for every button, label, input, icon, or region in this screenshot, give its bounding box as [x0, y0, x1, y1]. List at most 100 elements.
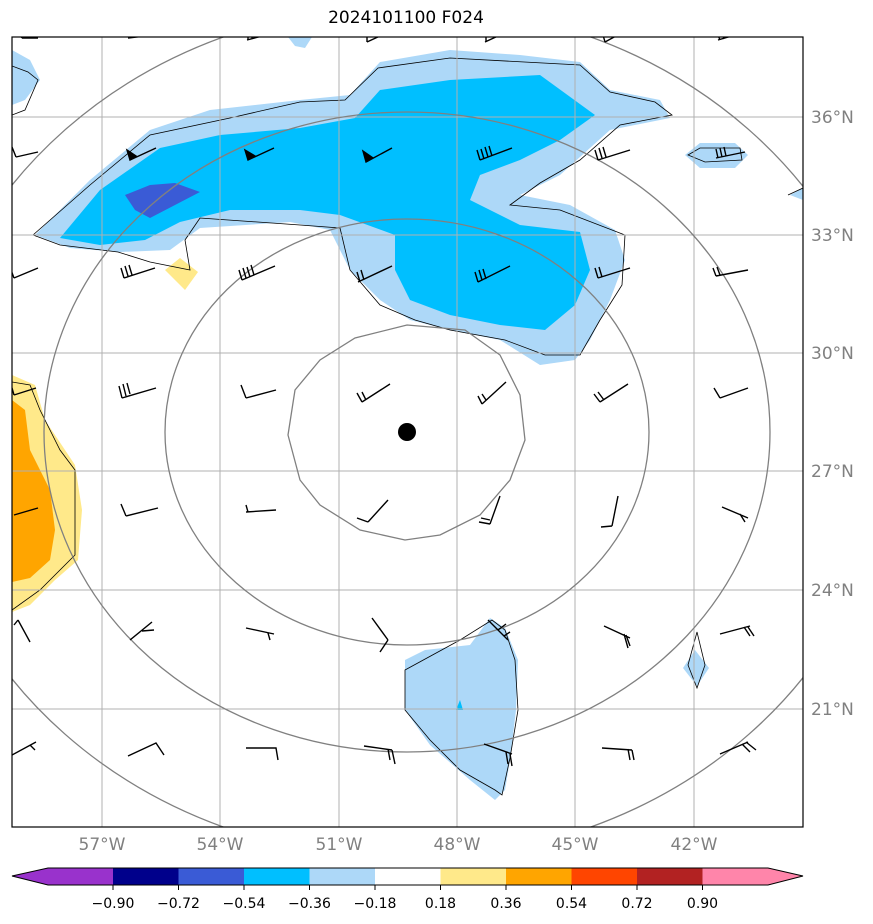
- lat-label-30: 30°N: [811, 344, 854, 364]
- wind-barb: [478, 495, 501, 525]
- lat-label-33: 33°N: [811, 226, 854, 246]
- map-title: 2024101100 F024: [328, 8, 484, 28]
- colorbar-tick-label: −0.72: [157, 896, 200, 912]
- wind-barb: [356, 383, 391, 403]
- wind-barb: [127, 742, 165, 757]
- contour-dark-blue: [125, 183, 200, 218]
- colorbar-segment: [506, 868, 572, 885]
- colorbar-segment: [178, 868, 244, 885]
- wind-barb: [594, 266, 631, 279]
- wind-barb: [600, 495, 619, 528]
- contour-orange-left: [12, 400, 55, 582]
- colorbar-tick-label: −0.54: [223, 896, 266, 912]
- wind-barb: [356, 265, 393, 283]
- range-ring-3: [43, 111, 771, 753]
- colorbar-tick-label: 0.90: [687, 896, 718, 912]
- colorbar-segment: [571, 868, 637, 885]
- lat-label-27: 27°N: [811, 462, 854, 482]
- lon-label-45: 45°W: [552, 835, 599, 855]
- range-ring-2: [164, 218, 650, 646]
- wind-barb: [356, 499, 389, 523]
- graticule: [12, 37, 803, 827]
- wind-barb: [593, 383, 629, 403]
- contour-light-blue-top: [288, 37, 312, 48]
- wind-barb: [118, 382, 157, 399]
- lon-label-42: 42°W: [671, 835, 718, 855]
- wind-barb: [13, 507, 39, 516]
- wind-barb: [363, 745, 396, 765]
- wind-barb: [12, 146, 39, 158]
- colorbar-tick-label: −0.36: [288, 896, 331, 912]
- colorbar-segment: [440, 868, 506, 885]
- wind-barb: [127, 37, 143, 39]
- wind-barb: [483, 743, 513, 767]
- wind-barb: [719, 625, 755, 637]
- contour-light-blue-right: [685, 143, 748, 168]
- wind-barb: [474, 265, 511, 283]
- colorbar-tick-label: 0.18: [425, 896, 456, 912]
- lon-label-51: 51°W: [316, 835, 363, 855]
- lon-label-48: 48°W: [434, 835, 481, 855]
- wind-barb: [366, 37, 380, 43]
- wind-barb: [715, 146, 746, 159]
- wind-barb: [361, 147, 393, 164]
- wind-barb: [238, 264, 276, 281]
- contour-yellow-small: [165, 258, 198, 290]
- wind-barb: [594, 146, 631, 161]
- contour-light-blue-edge: [790, 188, 803, 200]
- map-frame: [11, 36, 804, 828]
- wind-barb: [487, 619, 511, 641]
- contour-fills: [12, 37, 803, 800]
- colorbar: −0.90 −0.72 −0.54 −0.36 −0.18 0.18 0.36 …: [11, 867, 804, 912]
- colorbar-tick-label: 0.54: [556, 896, 587, 912]
- colorbar-tick-label: 0.72: [621, 896, 652, 912]
- wind-barb: [129, 621, 155, 641]
- colorbar-extend-low: [12, 868, 113, 885]
- wind-barb: [243, 147, 275, 162]
- wind-barb: [477, 381, 507, 405]
- contour-blue-south-dot: [456, 700, 463, 710]
- contour-light-blue-topleft: [12, 50, 40, 105]
- contour-blue-north: [60, 75, 595, 330]
- wind-barb: [712, 266, 749, 277]
- lat-label-24: 24°N: [811, 581, 854, 601]
- lat-label-21: 21°N: [811, 700, 854, 720]
- longitude-labels: 57°W 54°W 51°W 48°W 45°W 42°W: [79, 835, 718, 855]
- colorbar-tick-label: −0.90: [92, 896, 135, 912]
- storm-center-marker: [398, 423, 416, 441]
- wind-barb: [476, 145, 513, 161]
- wind-barb: [721, 506, 749, 523]
- latitude-labels: 36°N 33°N 30°N 27°N 24°N 21°N: [811, 108, 854, 720]
- wind-barb: [713, 387, 749, 399]
- wind-barb: [371, 617, 389, 653]
- colorbar-segment: [375, 868, 441, 885]
- wind-barb: [240, 384, 277, 399]
- colorbar-segment: [113, 868, 179, 885]
- range-ring-1: [287, 324, 526, 541]
- wind-barb: [245, 627, 275, 641]
- lon-label-57: 57°W: [79, 835, 126, 855]
- wind-barb: [602, 37, 616, 43]
- colorbar-segment: [244, 868, 310, 885]
- colorbar-outline: [11, 867, 804, 886]
- colorbar-segment: [637, 868, 703, 885]
- wind-barb: [12, 267, 39, 279]
- wind-barb: [246, 747, 279, 761]
- wind-barb: [12, 741, 37, 756]
- wind-barb: [603, 625, 631, 649]
- range-rings: [12, 37, 803, 827]
- colorbar-segment: [309, 868, 375, 885]
- wind-barb: [245, 504, 277, 513]
- colorbar-tick-label: 0.36: [490, 896, 521, 912]
- wind-barb: [601, 747, 635, 761]
- wind-barb: [120, 264, 156, 279]
- colorbar-tick-label: −0.18: [354, 896, 397, 912]
- wind-barb: [484, 37, 498, 43]
- lat-label-36: 36°N: [811, 108, 854, 128]
- wind-barbs: [12, 37, 757, 767]
- wind-barb: [125, 147, 157, 162]
- colorbar-extend-high: [702, 868, 803, 885]
- wind-barb: [719, 741, 757, 755]
- lon-label-54: 54°W: [197, 835, 244, 855]
